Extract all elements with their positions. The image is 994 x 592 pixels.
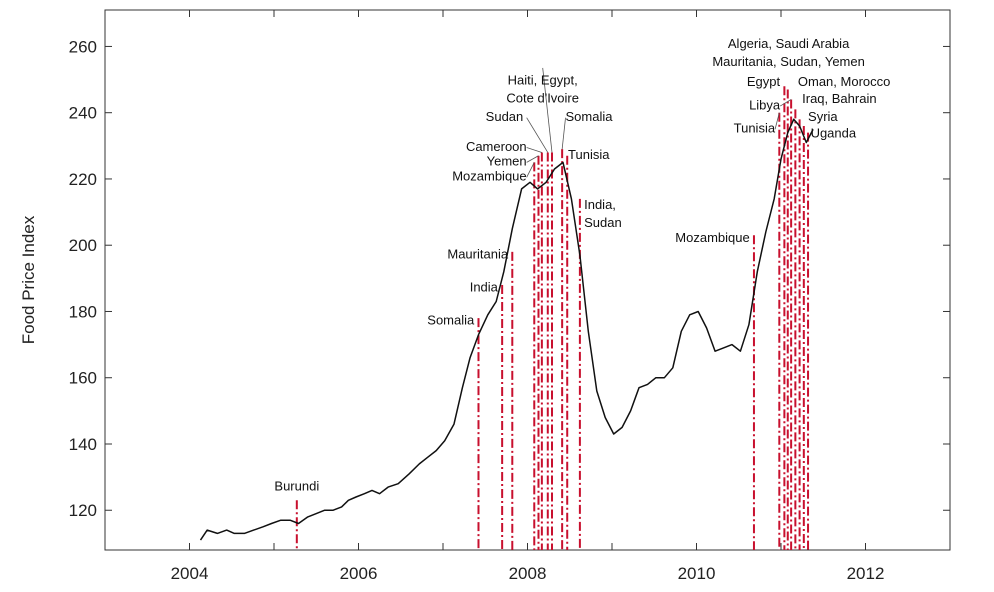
y-tick-label: 240 [69, 104, 97, 123]
annotation-leader [526, 155, 539, 163]
y-axis: 120 140 160 180 200 220 240 260 [69, 37, 950, 520]
x-tick-label: 2012 [847, 564, 885, 583]
event-label: Cote d'Ivoire [506, 91, 579, 106]
annotation-leader [561, 117, 566, 150]
y-axis-title: Food Price Index [19, 215, 38, 344]
event-label: Iraq, Bahrain [802, 91, 876, 106]
annotation-leader [779, 99, 792, 107]
x-axis: 2004 2006 2008 2010 2012 [171, 10, 885, 583]
annotation-leader [526, 147, 542, 153]
event-label: Mauritania, Sudan, Yemen [712, 54, 865, 69]
x-tick-label: 2010 [678, 564, 716, 583]
y-tick-label: 180 [69, 302, 97, 321]
y-tick-label: 140 [69, 435, 97, 454]
event-label: Mozambique [452, 169, 526, 184]
x-tick-label: 2006 [340, 564, 378, 583]
annotation-leader [526, 162, 535, 178]
event-label: Egypt [747, 74, 781, 89]
event-label: Somalia [427, 313, 475, 328]
event-label: Yemen [487, 154, 527, 169]
y-tick-label: 200 [69, 236, 97, 255]
event-label: Haiti, Egypt, [508, 73, 578, 88]
event-label: Somalia [566, 109, 614, 124]
event-label: Sudan [486, 109, 524, 124]
event-label: India [470, 280, 499, 295]
y-tick-label: 160 [69, 369, 97, 388]
event-label: Mauritania [447, 246, 508, 261]
event-label: Sudan [584, 215, 622, 230]
x-tick-label: 2008 [509, 564, 547, 583]
event-label: Uganda [811, 126, 857, 141]
annotation-leader [774, 112, 780, 130]
event-annotations: BurundiSomaliaIndiaMauritaniaMozambiqueY… [274, 36, 890, 493]
annotation-leader [526, 117, 549, 153]
event-label: Tunisia [734, 121, 776, 136]
y-tick-label: 120 [69, 501, 97, 520]
event-label: Burundi [274, 478, 319, 493]
event-markers [295, 86, 810, 550]
food-price-index-line [199, 118, 814, 541]
annotation-leader [542, 67, 553, 153]
y-tick-label: 260 [69, 37, 97, 56]
event-label: Tunisia [568, 147, 610, 162]
event-label: Algeria, Saudi Arabia [728, 36, 850, 51]
event-label: Cameroon [466, 139, 527, 154]
event-label: Mozambique [675, 230, 749, 245]
y-tick-label: 220 [69, 170, 97, 189]
event-label: India, [584, 197, 616, 212]
event-label: Libya [749, 97, 781, 112]
x-tick-label: 2004 [171, 564, 209, 583]
event-label: Syria [808, 109, 838, 124]
event-label: Oman, Morocco [798, 74, 890, 89]
